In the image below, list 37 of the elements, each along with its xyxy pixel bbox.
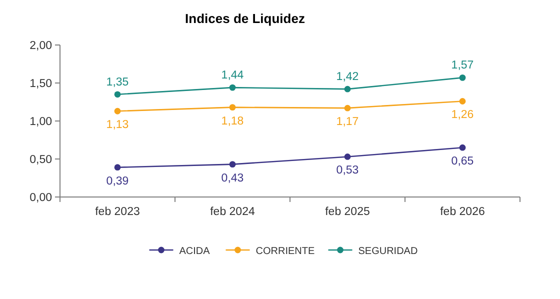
point	[459, 74, 466, 81]
data-label: 0,65	[451, 156, 474, 168]
x-tick-label: feb 2025	[325, 206, 370, 218]
point	[459, 98, 466, 104]
y-tick-label: 2,00	[30, 40, 52, 52]
point	[229, 161, 236, 168]
x-tick-label: feb 2024	[210, 206, 256, 218]
point	[114, 164, 121, 171]
point	[344, 154, 351, 160]
point	[229, 104, 236, 111]
data-label: 1,13	[106, 119, 129, 132]
legend-label: CORRIENTE	[256, 246, 315, 257]
data-label: 1,57	[451, 60, 474, 72]
point	[344, 104, 351, 112]
legend-label: SEGURIDAD	[358, 246, 418, 257]
data-label: 1,26	[451, 109, 474, 122]
point	[459, 144, 466, 151]
point	[114, 108, 121, 114]
data-label: 1,44	[221, 70, 244, 82]
data-label: 1,35	[106, 76, 129, 88]
point	[344, 86, 351, 92]
point	[114, 91, 121, 98]
x-tick-label: feb 2026	[440, 206, 485, 218]
chart-title: Indices de Liquidez	[185, 11, 306, 26]
data-label: 0,43	[221, 172, 244, 184]
data-label: 1,42	[336, 71, 359, 84]
point	[229, 84, 236, 91]
data-label: 0,39	[106, 175, 129, 188]
y-tick-label: 0,50	[30, 154, 52, 166]
data-label: 1,17	[336, 116, 359, 128]
y-tick-label: 0,00	[30, 192, 52, 204]
y-tick-label: 1,50	[30, 78, 52, 90]
x-tick-label: feb 2023	[95, 206, 140, 218]
data-label: 0,53	[336, 164, 359, 177]
legend-label: ACIDA	[179, 246, 210, 257]
y-tick-label: 1,00	[30, 116, 52, 128]
data-label: 1,18	[221, 115, 244, 128]
